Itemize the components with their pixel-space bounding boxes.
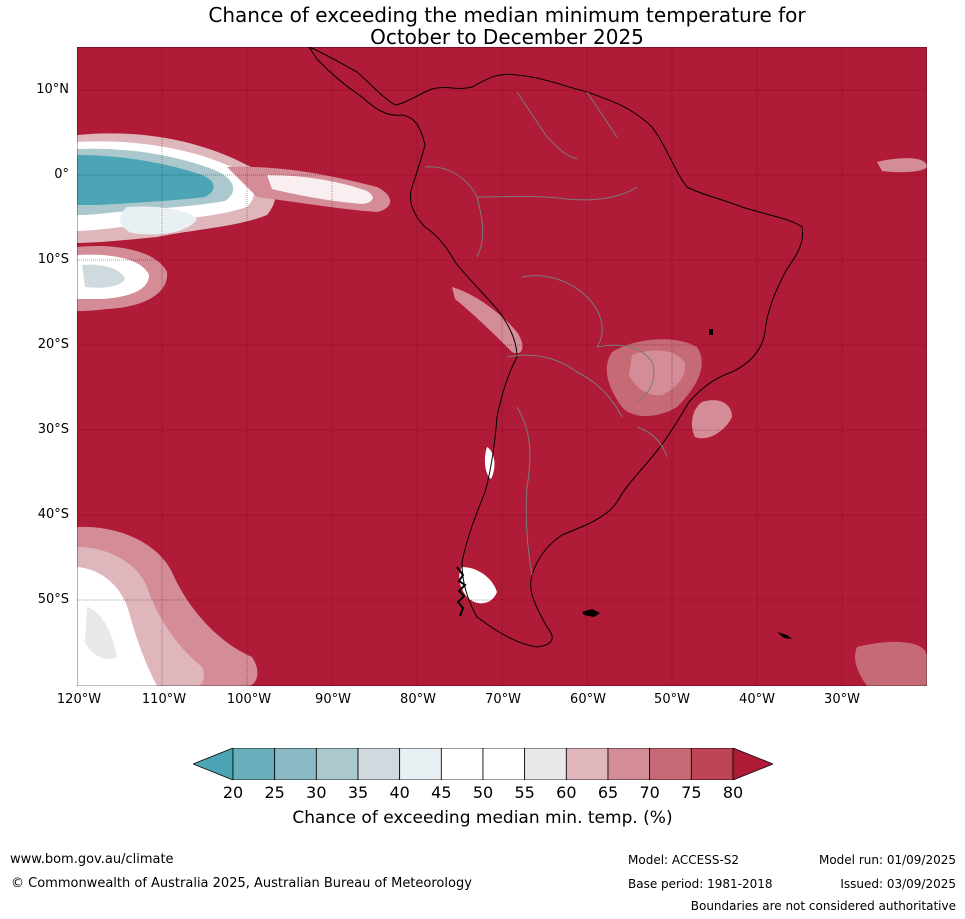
- boundaries-disclaimer: Boundaries are not considered authoritat…: [690, 899, 956, 913]
- lat-label-10s: 10°S: [37, 252, 69, 267]
- colorbar-tick-label: 40: [389, 783, 410, 802]
- colorbar-segment: [482, 748, 526, 780]
- country-borders: [424, 91, 668, 576]
- colorbar-tick-label: 20: [222, 783, 244, 802]
- lat-label-50s: 50°S: [37, 592, 69, 607]
- lon-label-110w: 110°W: [141, 692, 187, 707]
- colorbar-segment: [274, 748, 317, 780]
- colorbar-tick-label: 35: [347, 783, 369, 802]
- colorbar-tick-label: 50: [472, 783, 494, 802]
- southern-brazil-anomaly: [606, 339, 732, 439]
- colorbar-segment: [315, 748, 359, 780]
- issued-date: Issued: 03/09/2025: [840, 877, 956, 891]
- lon-label-30w: 30°W: [824, 692, 860, 707]
- graticule: [77, 47, 927, 686]
- lon-label-80w: 80°W: [400, 692, 436, 707]
- colorbar-segment: [565, 748, 609, 780]
- lat-label-10n: 10°N: [36, 82, 69, 97]
- colorbar-tick-label: 80: [722, 783, 744, 802]
- colorbar-segment: [690, 748, 734, 780]
- coastline: [308, 47, 804, 648]
- lon-label-90w: 90°W: [315, 692, 351, 707]
- lon-label-40w: 40°W: [739, 692, 775, 707]
- colorbar-segment: [607, 748, 651, 780]
- title-line-2: October to December 2025: [370, 25, 644, 49]
- colorbar-segment: [649, 748, 692, 780]
- colorbar: [193, 748, 773, 780]
- colorbar-tick-label: 70: [639, 783, 660, 802]
- lat-label-40s: 40°S: [37, 507, 69, 522]
- lat-label-20s: 20°S: [37, 337, 69, 352]
- probability-map: [77, 47, 927, 686]
- colorbar-tick-label: 65: [597, 783, 619, 802]
- colorbar-extend-low: [193, 748, 234, 780]
- map-background: [77, 47, 927, 686]
- map-title: Chance of exceeding the median minimum t…: [0, 4, 965, 48]
- website-link[interactable]: www.bom.gov.au/climate: [10, 852, 174, 867]
- colorbar-tick-label: 30: [306, 783, 327, 802]
- colorbar-segment: [232, 748, 276, 780]
- southeast-pacific-anomaly: [77, 526, 258, 686]
- colorbar-tick-label: 60: [556, 783, 577, 802]
- colorbar-label: Chance of exceeding median min. temp. (%…: [292, 808, 673, 828]
- colorbar-segment: [440, 748, 484, 780]
- colorbar-tick-label: 45: [431, 783, 452, 802]
- colorbar-segment: [357, 748, 401, 780]
- colorbar-tick-label: 55: [514, 783, 535, 802]
- lon-label-70w: 70°W: [485, 692, 521, 707]
- colorbar-segment: [399, 748, 442, 780]
- base-period: Base period: 1981-2018: [628, 877, 773, 891]
- colorbar-tick-label: 75: [681, 783, 702, 802]
- pacific-south-anomaly: [77, 246, 168, 311]
- colorbar-extend-high: [732, 748, 773, 780]
- lon-label-60w: 60°W: [570, 692, 606, 707]
- lon-label-50w: 50°W: [654, 692, 690, 707]
- lon-label-120w: 120°W: [56, 692, 102, 707]
- lon-label-100w: 100°W: [226, 692, 272, 707]
- lat-label-30s: 30°S: [37, 422, 69, 437]
- lat-label-0: 0°: [54, 167, 69, 182]
- model-name: Model: ACCESS-S2: [628, 853, 740, 867]
- title-line-1: Chance of exceeding the median minimum t…: [208, 3, 806, 27]
- model-run-date: Model run: 01/09/2025: [818, 853, 956, 867]
- copyright-text: © Commonwealth of Australia 2025, Austra…: [11, 876, 472, 891]
- colorbar-segment: [524, 748, 567, 780]
- colorbar-tick-label: 25: [264, 783, 285, 802]
- pacific-equatorial-anomaly: [77, 133, 276, 243]
